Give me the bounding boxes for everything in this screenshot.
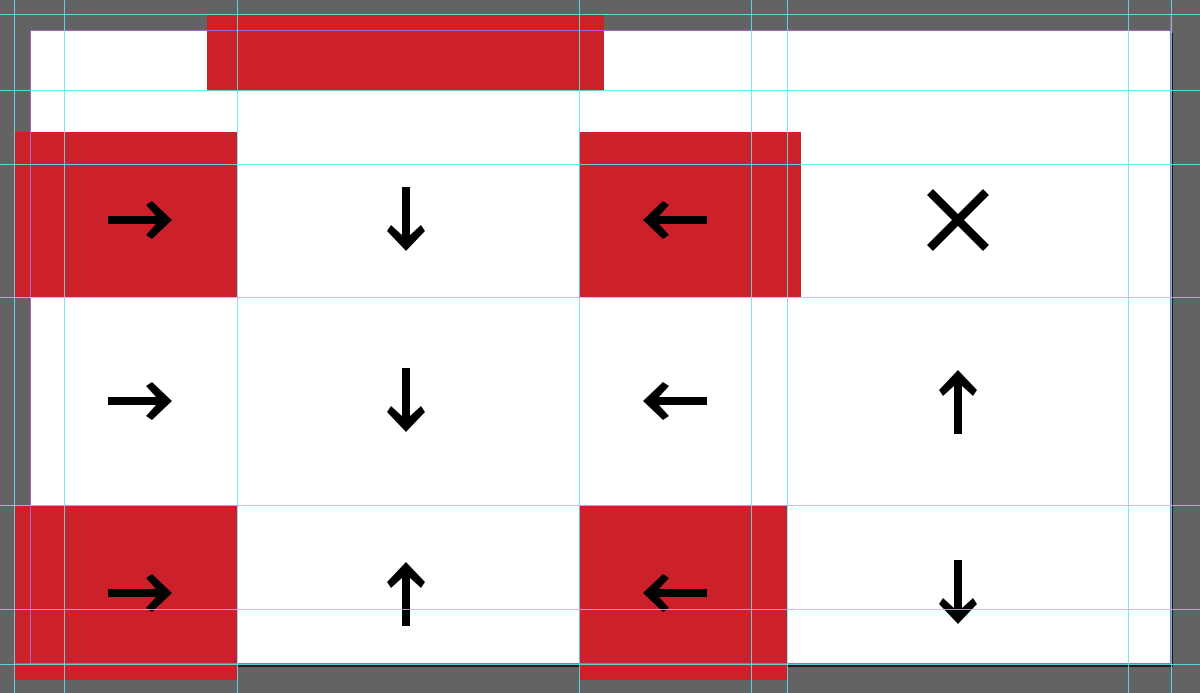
red-block-r1c1 <box>14 132 237 297</box>
arrow-left-icon <box>643 201 707 239</box>
guide-horizontal[interactable] <box>0 164 1200 165</box>
arrow-right-icon <box>108 382 172 420</box>
grid-cell <box>908 351 1008 451</box>
arrow-up-icon <box>939 370 977 434</box>
red-block-r1c3 <box>579 132 801 297</box>
arrow-right-icon <box>108 574 172 612</box>
grid-cell <box>908 543 1008 643</box>
grid-cell <box>356 543 456 643</box>
guide-horizontal[interactable] <box>0 14 1200 15</box>
guide-vertical[interactable] <box>787 0 788 693</box>
grid-cell <box>624 170 724 270</box>
guide-horizontal[interactable] <box>0 609 1200 610</box>
guide-vertical[interactable] <box>579 0 580 693</box>
grid-cell <box>91 170 191 270</box>
guide-vertical[interactable] <box>1171 0 1172 693</box>
guide-horizontal[interactable] <box>0 297 1200 298</box>
arrow-down-icon <box>387 368 425 432</box>
grid-cell <box>624 543 724 643</box>
grid-cell <box>908 170 1008 270</box>
grid-cell <box>91 351 191 451</box>
grid-cell <box>624 351 724 451</box>
top-red-bar <box>207 14 604 91</box>
grid-cell <box>356 351 456 451</box>
arrow-up-icon <box>387 562 425 626</box>
arrow-right-icon <box>108 201 172 239</box>
guide-horizontal[interactable] <box>0 664 1200 665</box>
guide-vertical[interactable] <box>751 0 752 693</box>
grid-cell <box>356 170 456 270</box>
arrow-down-icon <box>387 187 425 251</box>
guide-horizontal[interactable] <box>0 505 1200 506</box>
guide-vertical[interactable] <box>1128 0 1129 693</box>
arrow-down-icon <box>939 560 977 624</box>
guide-vertical[interactable] <box>237 0 238 693</box>
arrow-left-icon <box>643 382 707 420</box>
arrow-left-icon <box>643 574 707 612</box>
grid-cell <box>91 543 191 643</box>
guide-vertical[interactable] <box>14 0 15 693</box>
close-icon <box>927 189 989 251</box>
guide-vertical[interactable] <box>64 0 65 693</box>
guide-horizontal[interactable] <box>0 90 1200 91</box>
